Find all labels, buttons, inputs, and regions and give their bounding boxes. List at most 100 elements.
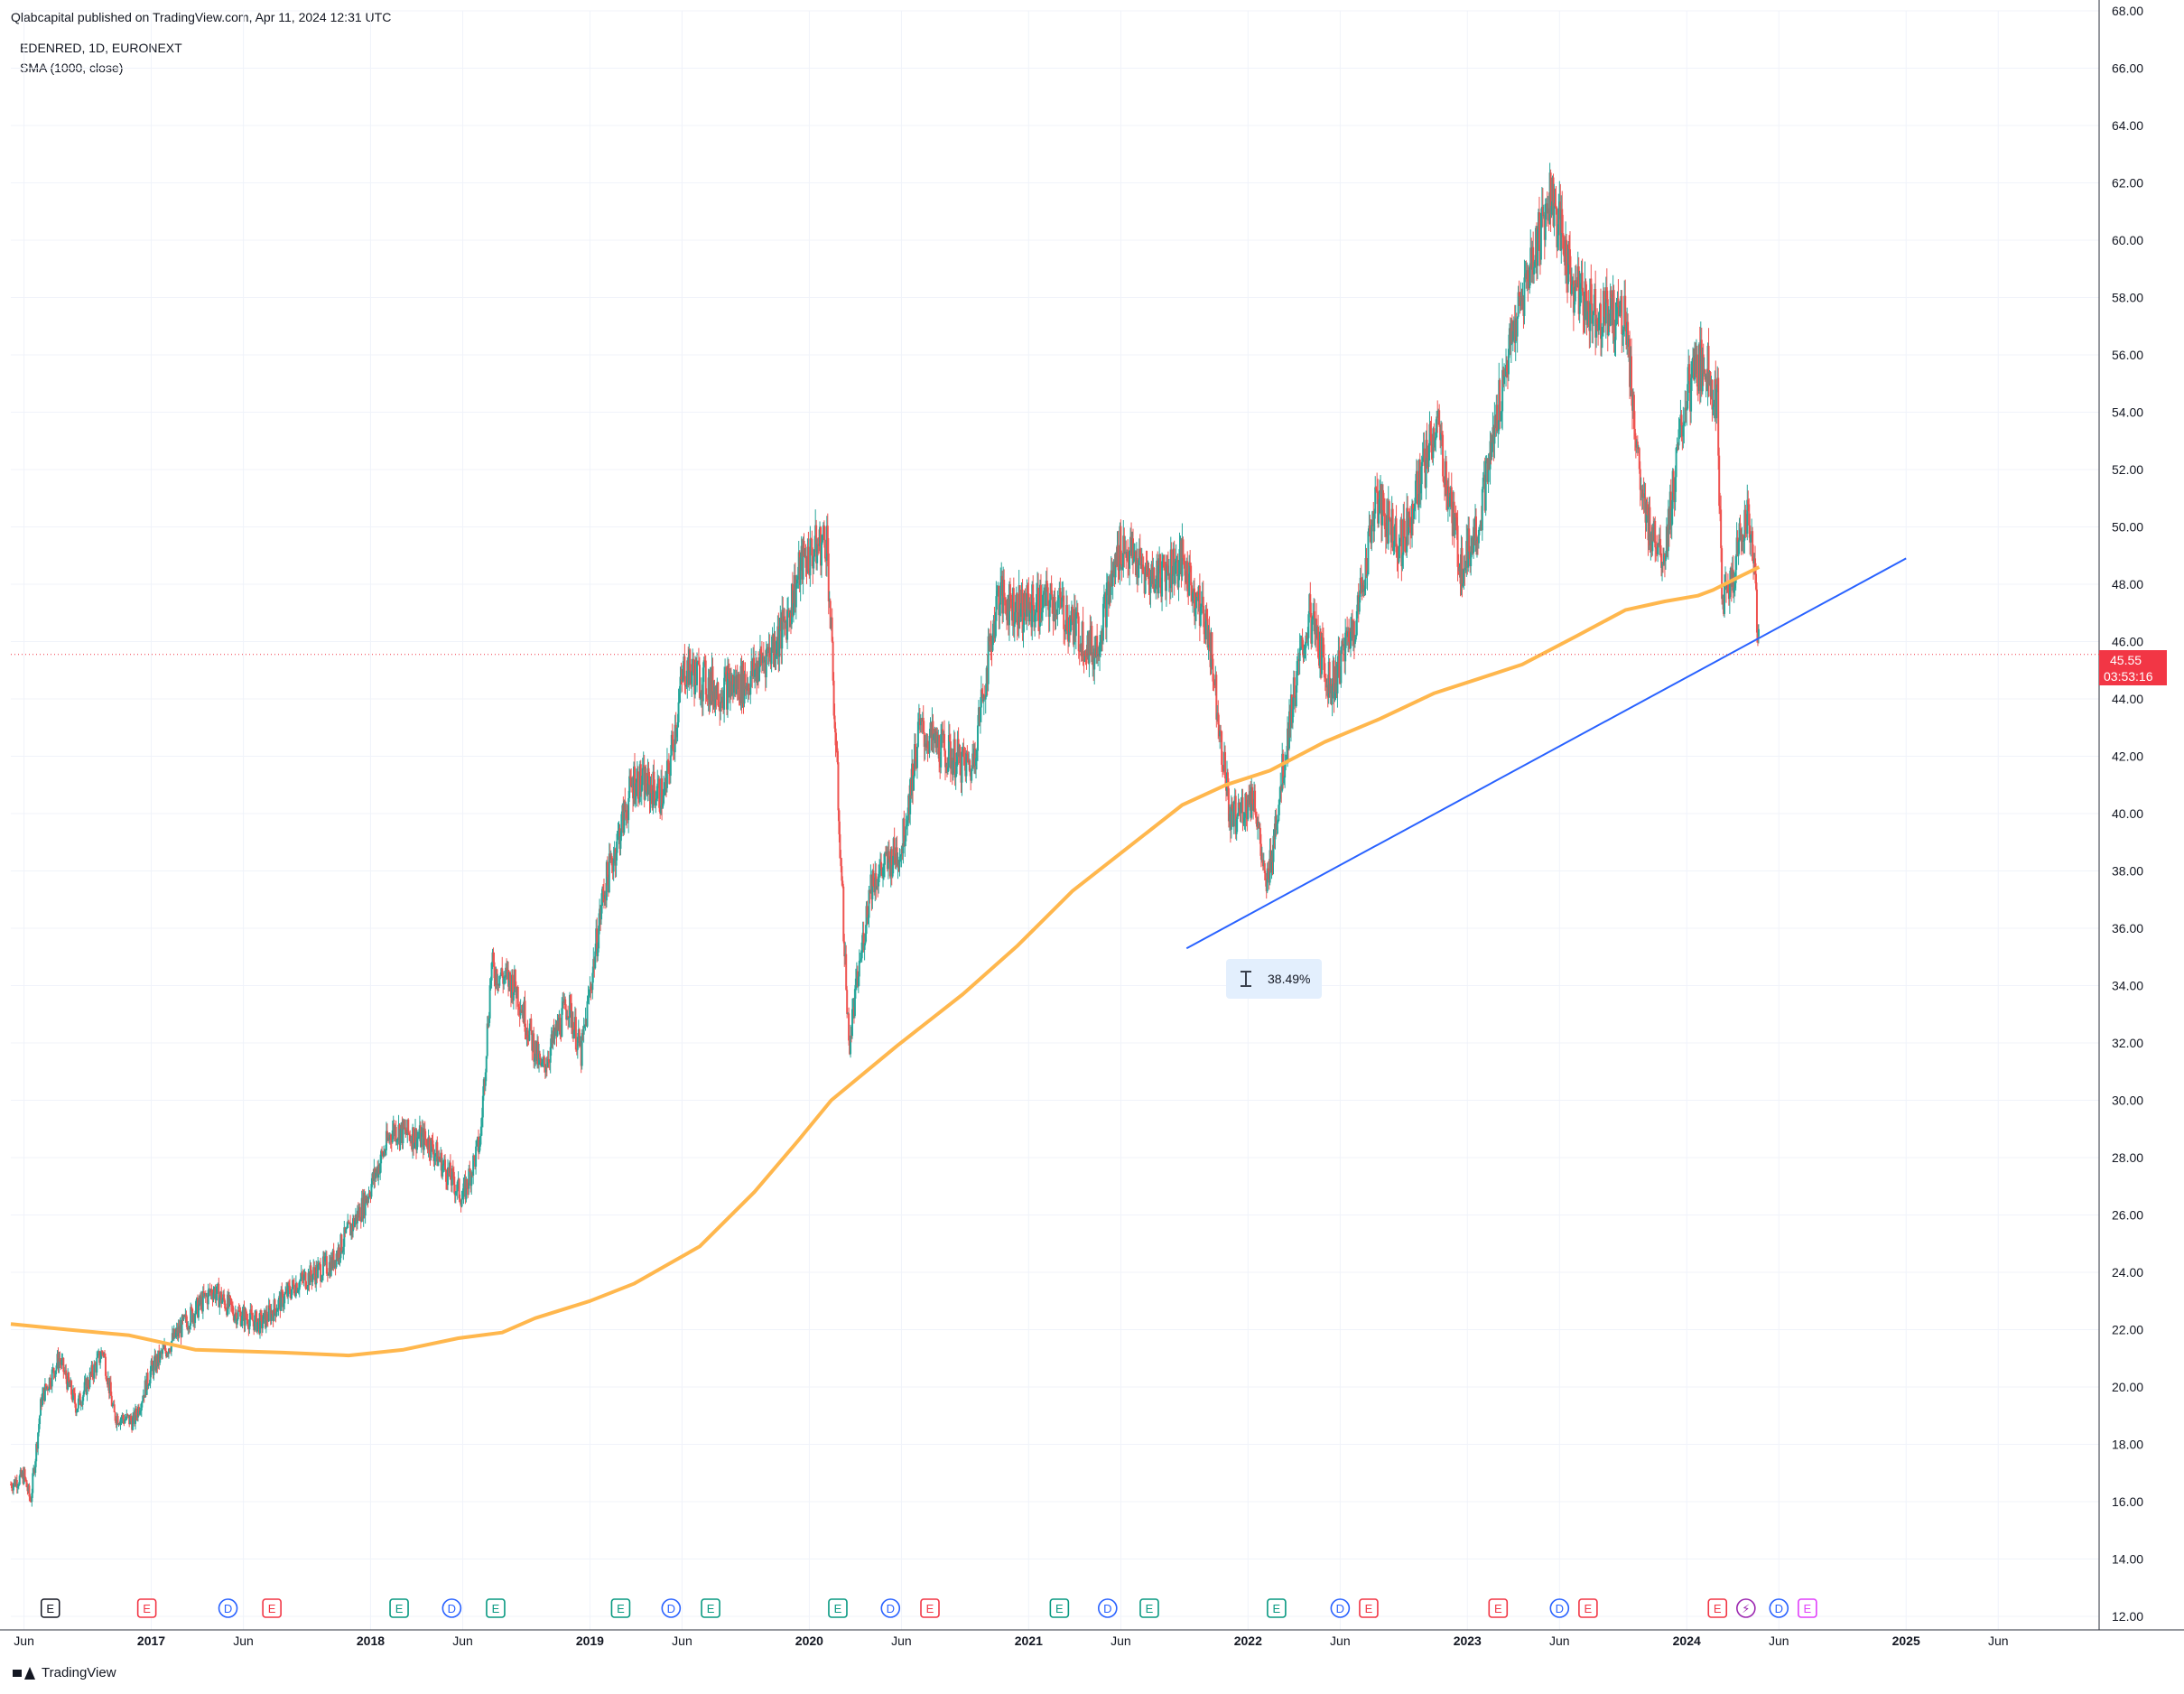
- candle-body: [718, 705, 720, 707]
- event-box: [828, 1598, 848, 1618]
- candle-body: [615, 852, 618, 866]
- candle-body: [1069, 619, 1072, 632]
- candle-body: [837, 762, 840, 811]
- candle-body: [1416, 470, 1418, 505]
- event-marker[interactable]: E: [40, 1598, 60, 1618]
- candle-body: [868, 889, 870, 918]
- candle-body: [1305, 635, 1307, 648]
- event-marker[interactable]: E: [1049, 1598, 1070, 1618]
- candle-body: [549, 1047, 552, 1063]
- candle-body: [1174, 562, 1176, 584]
- event-marker[interactable]: E: [828, 1598, 848, 1618]
- candle-body: [432, 1140, 434, 1152]
- candle-body: [882, 867, 885, 877]
- event-marker[interactable]: D: [441, 1598, 462, 1618]
- candle-body: [1367, 531, 1370, 575]
- candle-body: [1506, 364, 1509, 372]
- candle-body: [1175, 561, 1177, 563]
- candle-body: [367, 1193, 370, 1200]
- candle-body: [947, 735, 950, 768]
- candle-body: [1203, 613, 1205, 635]
- candle-body: [1317, 627, 1320, 658]
- candle-body: [480, 1117, 483, 1127]
- candle-body: [887, 851, 889, 870]
- candle-body: [146, 1373, 149, 1386]
- candle-body: [1518, 292, 1520, 297]
- candle-body: [23, 1469, 26, 1478]
- event-marker[interactable]: E: [136, 1598, 157, 1618]
- candle-body: [122, 1414, 125, 1419]
- event-marker[interactable]: E: [610, 1598, 631, 1618]
- candle-body: [1557, 208, 1560, 236]
- candle-body: [1123, 535, 1126, 554]
- event-marker[interactable]: E: [262, 1598, 282, 1618]
- candle-body: [1376, 489, 1379, 492]
- candle-body: [304, 1272, 307, 1289]
- event-marker[interactable]: ⚡: [1736, 1598, 1756, 1618]
- candle-body: [999, 604, 1001, 616]
- event-marker[interactable]: E: [1707, 1598, 1728, 1618]
- event-label: E: [1273, 1602, 1281, 1615]
- candle-body: [1657, 544, 1659, 554]
- measure-label[interactable]: 38.49%: [1226, 959, 1322, 999]
- candle-body: [147, 1385, 150, 1387]
- candle-body: [1572, 280, 1575, 313]
- candle-body: [270, 1310, 273, 1321]
- event-marker[interactable]: E: [1139, 1598, 1159, 1618]
- event-marker[interactable]: E: [1578, 1598, 1598, 1618]
- event-marker[interactable]: D: [1098, 1598, 1118, 1618]
- candle-body: [1408, 511, 1411, 518]
- candle-body: [1591, 303, 1594, 324]
- candle-body: [1748, 504, 1751, 526]
- candle-body: [451, 1168, 453, 1186]
- candle-body: [533, 1033, 535, 1062]
- candle-body: [375, 1172, 377, 1179]
- candle-body: [490, 963, 493, 981]
- candle-body: [1375, 487, 1378, 489]
- event-marker[interactable]: E: [701, 1598, 720, 1618]
- tradingview-footer[interactable]: TradingView: [13, 1665, 116, 1680]
- candle-body: [655, 800, 657, 806]
- candle-body: [454, 1192, 457, 1196]
- candle-body: [1340, 647, 1343, 684]
- event-marker[interactable]: D: [1549, 1598, 1570, 1618]
- candle-body: [210, 1289, 213, 1296]
- candle-body: [990, 635, 992, 646]
- candle-body: [1682, 424, 1685, 437]
- candle-body: [1578, 288, 1581, 314]
- event-marker[interactable]: D: [880, 1598, 901, 1618]
- candle-body: [1009, 599, 1012, 602]
- event-marker[interactable]: E: [1488, 1598, 1509, 1618]
- candle-body: [321, 1256, 324, 1276]
- candle-body: [109, 1382, 112, 1396]
- candle-body: [575, 1049, 578, 1051]
- candle-body: [277, 1299, 280, 1310]
- event-marker[interactable]: E: [1798, 1598, 1817, 1618]
- event-marker[interactable]: E: [920, 1598, 940, 1618]
- event-box: [136, 1598, 157, 1618]
- candle-body: [568, 1017, 571, 1019]
- candle-body: [299, 1279, 302, 1282]
- candle-body: [1046, 587, 1049, 607]
- candle-body: [1523, 277, 1526, 316]
- event-marker[interactable]: D: [1769, 1598, 1789, 1618]
- x-tick-label: Jun: [1769, 1634, 1789, 1648]
- symbol-info: EDENRED, 1D, EURONEXT: [20, 41, 182, 55]
- candle-body: [933, 734, 935, 740]
- event-marker[interactable]: E: [1267, 1598, 1287, 1618]
- candle-body: [1484, 461, 1487, 511]
- event-marker[interactable]: E: [1359, 1598, 1379, 1618]
- event-marker[interactable]: E: [486, 1598, 506, 1618]
- event-box: [1707, 1598, 1728, 1618]
- candle-body: [1691, 368, 1694, 378]
- event-marker[interactable]: D: [1330, 1598, 1351, 1618]
- candle-body: [624, 800, 627, 813]
- event-marker[interactable]: D: [661, 1598, 682, 1618]
- event-marker[interactable]: D: [218, 1598, 238, 1618]
- event-marker[interactable]: E: [389, 1598, 409, 1618]
- candle-body: [598, 926, 600, 949]
- candle-body: [770, 647, 773, 665]
- candle-body: [1534, 259, 1537, 267]
- candle-body: [1127, 552, 1129, 563]
